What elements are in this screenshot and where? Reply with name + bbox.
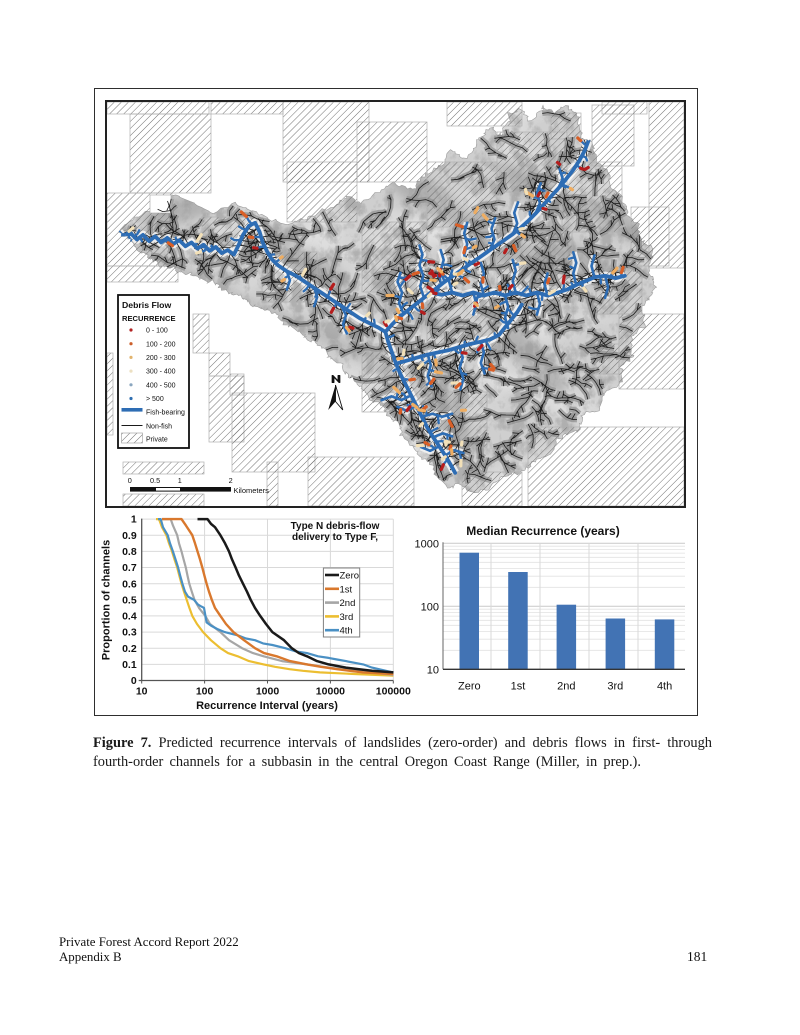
svg-text:200 - 300: 200 - 300 (146, 355, 176, 362)
svg-text:delivery to Type F,: delivery to Type F, (292, 532, 378, 543)
svg-text:Proportion of channels: Proportion of channels (101, 540, 113, 660)
svg-text:0.5: 0.5 (150, 476, 160, 485)
svg-text:Zero: Zero (339, 571, 359, 582)
svg-text:0 - 100: 0 - 100 (146, 328, 168, 335)
svg-text:100: 100 (420, 601, 438, 613)
svg-text:RECURRENCE: RECURRENCE (122, 314, 176, 323)
svg-text:Non-fish: Non-fish (146, 424, 172, 431)
svg-text:Debris Flow: Debris Flow (122, 300, 171, 310)
svg-text:0.7: 0.7 (122, 562, 137, 574)
svg-text:400 - 500: 400 - 500 (146, 382, 176, 389)
svg-text:0.1: 0.1 (122, 659, 137, 671)
svg-text:Recurrence Interval (years): Recurrence Interval (years) (196, 700, 338, 712)
svg-text:Type N debris-flow: Type N debris-flow (290, 521, 379, 532)
svg-text:2: 2 (229, 476, 233, 485)
svg-text:0: 0 (130, 675, 136, 687)
svg-text:4th: 4th (656, 680, 671, 692)
svg-text:10000: 10000 (315, 686, 344, 698)
svg-text:Private: Private (146, 437, 168, 444)
svg-text:1st: 1st (510, 680, 525, 692)
svg-text:3rd: 3rd (339, 612, 353, 623)
svg-text:Fish-bearing: Fish-bearing (146, 410, 185, 417)
svg-text:10: 10 (426, 664, 438, 676)
svg-text:1000: 1000 (255, 686, 279, 698)
svg-text:0.2: 0.2 (122, 643, 137, 655)
svg-text:> 500: > 500 (146, 396, 164, 403)
svg-text:0.8: 0.8 (122, 546, 137, 558)
svg-text:3rd: 3rd (607, 680, 623, 692)
svg-text:100: 100 (195, 686, 213, 698)
svg-text:100 - 200: 100 - 200 (146, 341, 176, 348)
svg-text:Kilometers: Kilometers (234, 486, 270, 495)
svg-text:1st: 1st (339, 584, 352, 595)
svg-text:0.9: 0.9 (122, 530, 137, 542)
svg-text:1: 1 (130, 514, 136, 526)
svg-text:2nd: 2nd (557, 680, 575, 692)
svg-text:1: 1 (178, 476, 182, 485)
svg-text:100000: 100000 (375, 686, 410, 698)
svg-text:300 - 400: 300 - 400 (146, 369, 176, 376)
svg-text:0.3: 0.3 (122, 627, 137, 639)
svg-text:1000: 1000 (414, 538, 438, 550)
svg-text:4th: 4th (339, 626, 352, 637)
svg-text:10: 10 (135, 686, 147, 698)
svg-text:0.6: 0.6 (122, 578, 137, 590)
svg-text:Median Recurrence (years): Median Recurrence (years) (466, 524, 619, 538)
svg-text:0.4: 0.4 (122, 611, 137, 623)
svg-text:0.5: 0.5 (122, 594, 137, 606)
svg-text:Zero: Zero (457, 680, 480, 692)
svg-text:0: 0 (128, 476, 132, 485)
svg-text:2nd: 2nd (339, 598, 355, 609)
